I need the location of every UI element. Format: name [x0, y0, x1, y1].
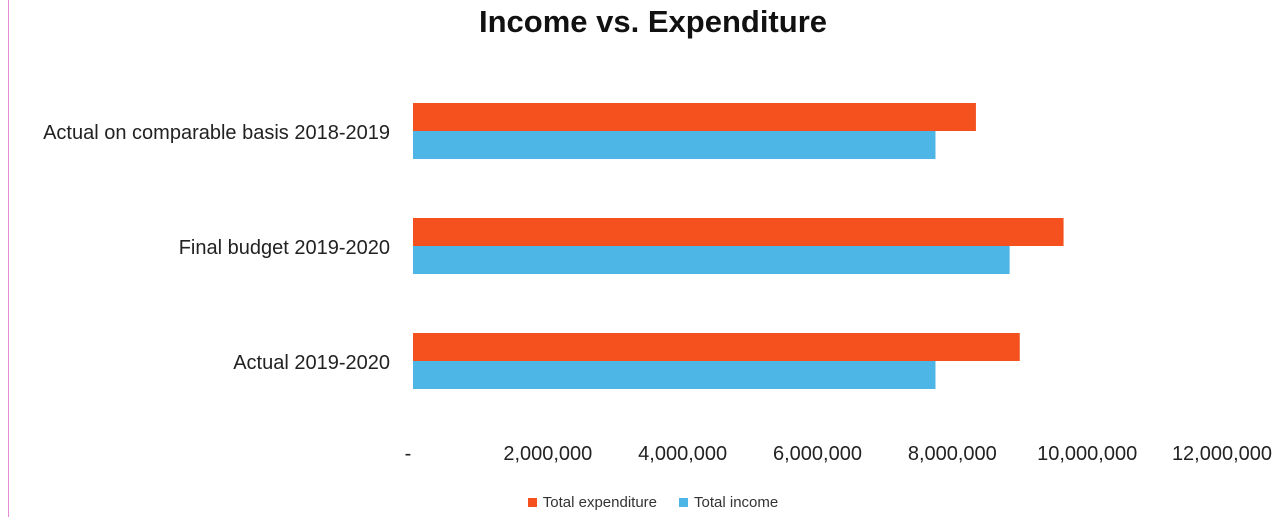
legend-item-1: Total income — [679, 494, 778, 511]
x-tick-label-0: - — [405, 443, 412, 465]
bar-expenditure-2 — [413, 333, 1020, 361]
x-tick-label-2: 4,000,000 — [638, 443, 727, 465]
bar-income-2 — [413, 361, 936, 389]
legend-item-0: Total expenditure — [527, 494, 658, 511]
legend-label-0: Total expenditure — [542, 494, 658, 511]
bar-income-0 — [413, 131, 936, 159]
category-label-1: Final budget 2019-2020 — [179, 237, 390, 259]
legend-swatch-0 — [527, 498, 537, 507]
bar-expenditure-1 — [413, 218, 1064, 246]
bar-expenditure-0 — [413, 103, 976, 131]
bar-income-1 — [413, 246, 1010, 274]
category-label-0: Actual on comparable basis 2018-2019 — [43, 122, 390, 144]
chart-title: Income vs. Expenditure — [479, 4, 827, 39]
x-tick-label-5: 10,000,000 — [1037, 443, 1137, 465]
left-edge-line — [8, 0, 9, 517]
category-label-2: Actual 2019-2020 — [233, 352, 390, 374]
chart-legend: Total expenditure Total income — [0, 494, 1286, 511]
x-tick-label-4: 8,000,000 — [908, 443, 997, 465]
legend-label-1: Total income — [694, 494, 779, 511]
x-tick-label-3: 6,000,000 — [773, 443, 862, 465]
x-tick-label-6: 12,000,000 — [1172, 443, 1272, 465]
legend-swatch-1 — [679, 498, 689, 507]
x-tick-label-1: 2,000,000 — [503, 443, 592, 465]
